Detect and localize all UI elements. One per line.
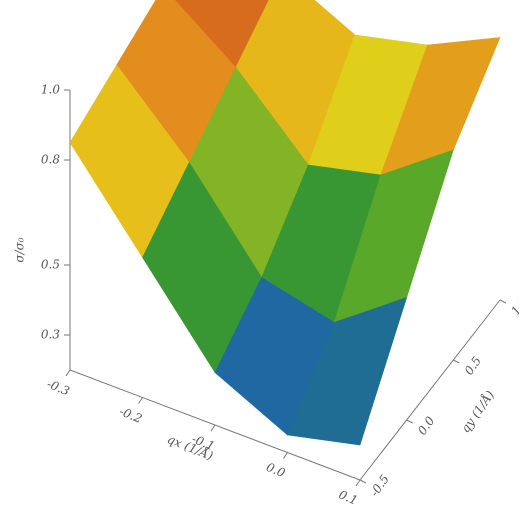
- z-tick-label: 0.5: [41, 258, 60, 272]
- y-tick: [453, 359, 460, 364]
- x-tick-label: 0.1: [337, 487, 360, 507]
- z-tick-label: 0.3: [41, 328, 60, 342]
- y-tick-label: 0.0: [415, 414, 438, 438]
- x-tick: [355, 479, 361, 487]
- z-axis-label: σ/σ₀: [13, 237, 27, 262]
- y-axis: [359, 299, 501, 481]
- y-tick-label: -0.5: [367, 472, 392, 499]
- x-tick-label: 0.0: [264, 460, 287, 480]
- x-tick-label: -0.3: [45, 377, 72, 399]
- y-tick-label: 1.0: [508, 294, 519, 318]
- x-tick: [210, 424, 216, 432]
- x-tick: [138, 397, 143, 404]
- y-tick-label: 0.5: [462, 354, 484, 378]
- x-tick: [283, 452, 288, 459]
- y-tick: [406, 419, 413, 424]
- z-tick-label: 0.8: [41, 153, 60, 167]
- z-tick-label: 1.0: [41, 83, 60, 97]
- y-tick: [499, 299, 507, 304]
- x-tick: [65, 369, 71, 377]
- surface-patch: [287, 297, 408, 446]
- y-axis-label: qy (1/Å): [457, 387, 497, 435]
- y-tick: [359, 479, 367, 484]
- x-tick-label: -0.2: [117, 404, 144, 426]
